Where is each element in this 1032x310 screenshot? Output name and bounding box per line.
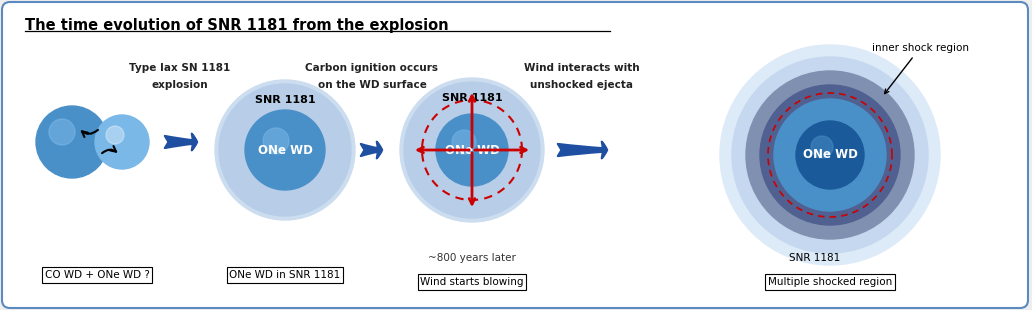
Circle shape [811, 136, 833, 158]
Circle shape [732, 57, 928, 253]
Circle shape [774, 99, 886, 211]
Circle shape [245, 110, 325, 190]
Text: ~800 years later: ~800 years later [428, 253, 516, 263]
Circle shape [404, 82, 540, 218]
Text: Type Iax SN 1181: Type Iax SN 1181 [129, 63, 230, 73]
Text: The time evolution of SNR 1181 from the explosion: The time evolution of SNR 1181 from the … [25, 18, 449, 33]
Circle shape [720, 45, 940, 265]
Circle shape [219, 84, 351, 216]
Text: ONe WD: ONe WD [803, 148, 858, 162]
Circle shape [95, 115, 149, 169]
Circle shape [746, 71, 914, 239]
Text: SNR 1181: SNR 1181 [255, 95, 316, 105]
Text: Wind starts blowing: Wind starts blowing [420, 277, 524, 287]
Text: Carbon ignition occurs: Carbon ignition occurs [305, 63, 439, 73]
Text: ONe WD in SNR 1181: ONe WD in SNR 1181 [229, 270, 341, 280]
Text: on the WD surface: on the WD surface [318, 80, 426, 90]
Circle shape [263, 128, 289, 154]
Text: SNR 1181: SNR 1181 [789, 253, 841, 263]
Text: inner shock region: inner shock region [871, 43, 968, 94]
Circle shape [49, 119, 75, 145]
Text: ONe WD: ONe WD [258, 144, 313, 157]
Text: SNR 1181: SNR 1181 [442, 93, 503, 103]
Circle shape [215, 80, 355, 220]
Circle shape [36, 106, 108, 178]
Circle shape [400, 78, 544, 222]
Text: unshocked ejecta: unshocked ejecta [530, 80, 634, 90]
Text: Multiple shocked region: Multiple shocked region [768, 277, 892, 287]
Circle shape [106, 126, 124, 144]
Text: ONe WD: ONe WD [445, 144, 499, 157]
Text: CO WD + ONe WD ?: CO WD + ONe WD ? [44, 270, 150, 280]
Circle shape [760, 85, 900, 225]
Circle shape [436, 114, 508, 186]
Circle shape [452, 130, 476, 154]
Text: Wind interacts with: Wind interacts with [524, 63, 640, 73]
Text: explosion: explosion [152, 80, 208, 90]
Circle shape [796, 121, 864, 189]
